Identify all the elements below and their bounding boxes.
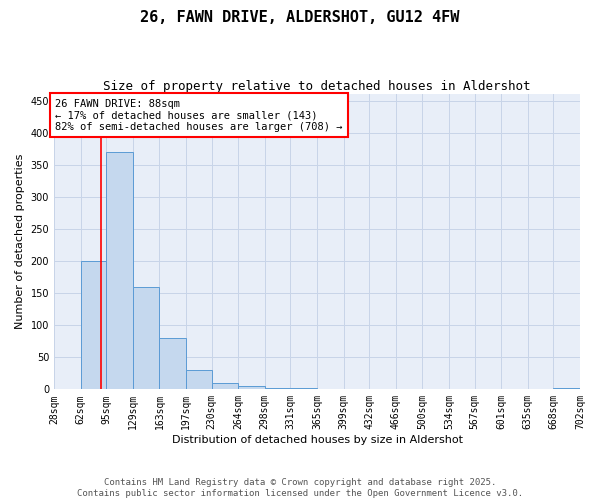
Bar: [160, 338, 186, 390]
Text: 26, FAWN DRIVE, ALDERSHOT, GU12 4FW: 26, FAWN DRIVE, ALDERSHOT, GU12 4FW: [140, 10, 460, 25]
Bar: [186, 370, 212, 390]
X-axis label: Distribution of detached houses by size in Aldershot: Distribution of detached houses by size …: [172, 435, 463, 445]
Bar: [238, 386, 265, 390]
Bar: [553, 388, 580, 390]
Bar: [133, 286, 160, 390]
Bar: [290, 388, 317, 390]
Text: Contains HM Land Registry data © Crown copyright and database right 2025.
Contai: Contains HM Land Registry data © Crown c…: [77, 478, 523, 498]
Bar: [212, 383, 238, 390]
Bar: [265, 388, 290, 390]
Bar: [80, 261, 106, 390]
Title: Size of property relative to detached houses in Aldershot: Size of property relative to detached ho…: [103, 80, 531, 93]
Text: 26 FAWN DRIVE: 88sqm
← 17% of detached houses are smaller (143)
82% of semi-deta: 26 FAWN DRIVE: 88sqm ← 17% of detached h…: [55, 98, 343, 132]
Y-axis label: Number of detached properties: Number of detached properties: [15, 154, 25, 330]
Bar: [106, 152, 133, 390]
